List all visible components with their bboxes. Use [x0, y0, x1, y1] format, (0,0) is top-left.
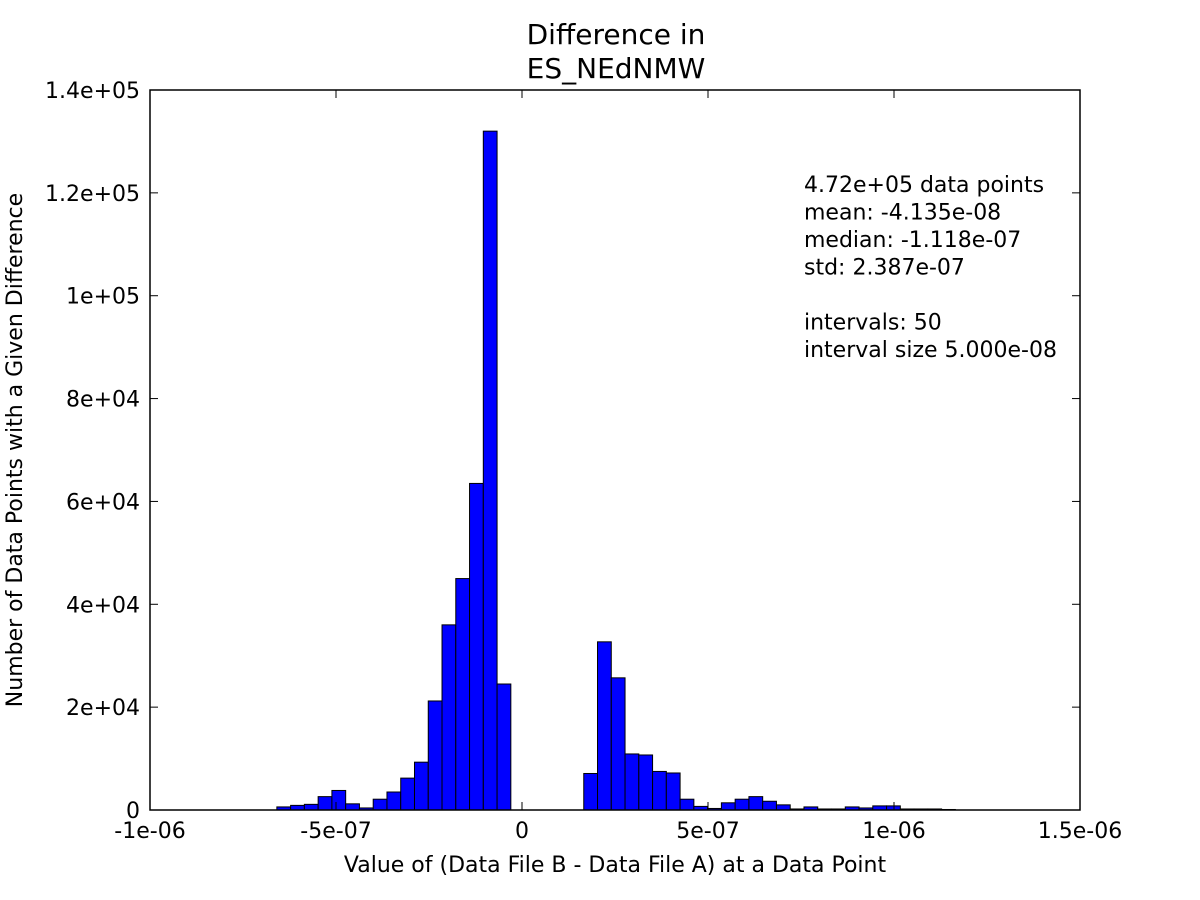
histogram-bar — [775, 804, 791, 811]
chart-title-line-1: Difference in — [527, 18, 706, 51]
y-tick-label: 6e+04 — [66, 490, 140, 515]
histogram-bar — [413, 761, 429, 811]
histogram-bar — [441, 624, 457, 811]
histogram-bar — [720, 802, 736, 811]
histogram-bar — [496, 683, 512, 811]
stats-annotation: 4.72e+05 data points mean: -4.135e-08medi… — [804, 173, 1057, 363]
x-tick-label: 0 — [515, 819, 529, 844]
stats-annotation-line: std: 2.387e-07 — [804, 256, 965, 281]
histogram-bar — [652, 770, 667, 811]
histogram-bar — [583, 772, 599, 811]
x-tick-label: -5e-07 — [300, 819, 371, 844]
y-axis-ticks: 0 2e+04 4e+04 6e+04 8e+04 1e+05 1.2e+05 1.4e+05 — [45, 79, 1080, 824]
x-tick-label: 1e-06 — [862, 819, 925, 844]
x-axis-ticks: -1e-06 -5e-07 0 5e-07 1e-06 1.5e-06 — [114, 90, 1122, 844]
y-tick-label: 1e+05 — [66, 285, 140, 310]
histogram-bar — [455, 578, 471, 811]
y-tick-label: 2e+04 — [66, 696, 140, 721]
histogram-bar — [734, 798, 750, 811]
chart-title: Difference in ES_NEdNMW — [527, 18, 706, 85]
stats-annotation-line: 4.72e+05 data points — [804, 173, 1044, 198]
x-tick-label: -1e-06 — [114, 819, 185, 844]
stats-annotation-line: median: -1.118e-07 — [804, 228, 1021, 253]
stats-annotation-line: interval size 5.000e-08 — [804, 338, 1057, 363]
histogram-bar — [597, 641, 612, 811]
y-tick-label: 8e+04 — [66, 388, 140, 413]
y-tick-label: 1.2e+05 — [45, 182, 140, 207]
histogram-bar — [762, 800, 777, 811]
chart-title-line-2: ES_NEdNMW — [527, 52, 706, 85]
histogram-bar — [372, 798, 388, 811]
histogram-bar — [624, 753, 640, 811]
histogram-bar — [610, 677, 626, 811]
x-tick-label: 5e-07 — [676, 819, 739, 844]
histogram-bar — [303, 803, 319, 811]
histogram-bar — [482, 130, 498, 811]
histogram-bar — [331, 789, 347, 811]
histogram-bar — [400, 777, 415, 811]
x-tick-label: 1.5e-06 — [1038, 819, 1122, 844]
y-tick-label: 1.4e+05 — [45, 79, 140, 104]
stats-annotation-line: mean: -4.135e-08 — [804, 201, 1001, 226]
histogram-bar — [317, 796, 333, 811]
y-tick-label: 0 — [126, 799, 140, 824]
histogram-bar — [748, 796, 764, 811]
histogram-bar — [638, 754, 654, 811]
histogram-bar — [679, 798, 695, 811]
y-tick-label: 4e+04 — [66, 593, 140, 618]
histogram-bars — [276, 130, 956, 811]
histogram-bar — [386, 791, 402, 811]
x-axis-label: Value of (Data File B - Data File A) at … — [344, 853, 887, 878]
y-axis-label: Number of Data Points with a Given Diffe… — [3, 193, 28, 707]
stats-annotation-line: intervals: 50 — [804, 311, 942, 336]
histogram-bar — [469, 482, 484, 811]
histogram-bar — [665, 772, 681, 811]
plot-frame — [149, 89, 1081, 811]
histogram-bar — [427, 700, 443, 811]
histogram-bar — [345, 803, 360, 811]
